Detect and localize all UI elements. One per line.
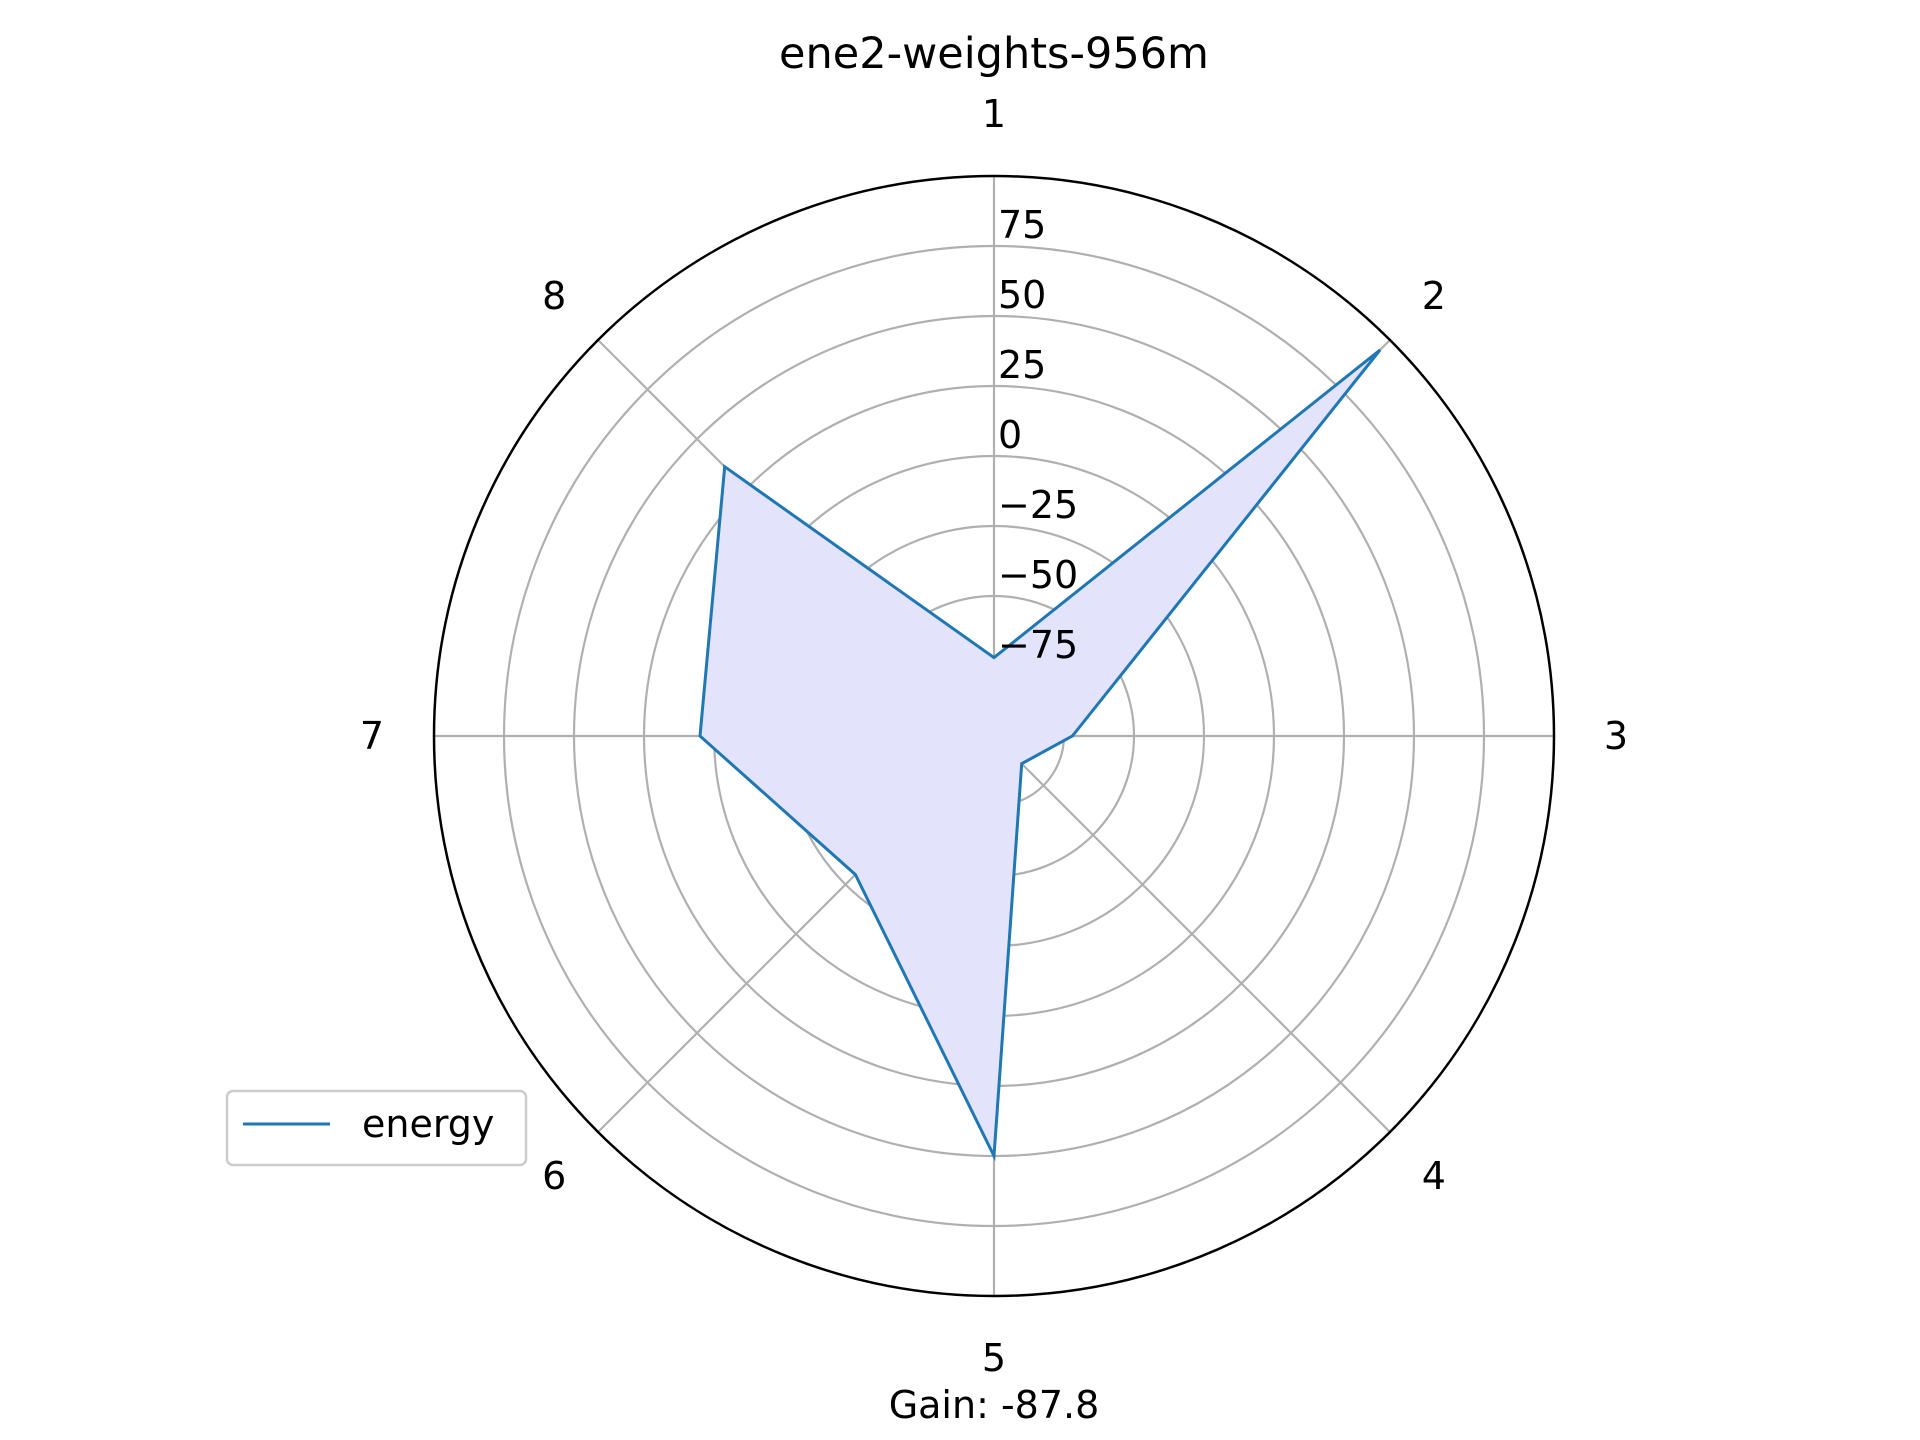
category-labels: 1 2 3 4 5 6 7 8 — [360, 92, 1628, 1380]
grid-spoke-4 — [993, 735, 1391, 1133]
radial-tick-labels: −75 −50 −25 0 25 50 75 — [998, 203, 1078, 667]
series-line-energy — [698, 348, 1382, 1162]
category-label-5: 5 — [982, 1336, 1006, 1380]
category-label-3: 3 — [1604, 714, 1628, 758]
radial-tick-label-4: 25 — [998, 343, 1046, 387]
legend-box — [225, 1089, 528, 1167]
chart-title: ene2-weights-956m — [779, 29, 1209, 79]
category-label-7: 7 — [360, 714, 384, 758]
radial-tick-label-6: 75 — [998, 203, 1046, 247]
series-layer — [698, 348, 1382, 1162]
category-label-6: 6 — [542, 1154, 566, 1198]
category-label-1: 1 — [982, 92, 1006, 136]
category-label-8: 8 — [542, 274, 566, 318]
gain-caption: Gain: -87.8 — [889, 1383, 1100, 1427]
category-label-4: 4 — [1422, 1154, 1446, 1198]
outer-frame-circle — [432, 174, 1556, 1298]
legend: energy — [225, 1089, 528, 1167]
radial-tick-label-0: −75 — [998, 623, 1078, 667]
radial-tick-label-1: −50 — [998, 553, 1078, 597]
legend-label-energy: energy — [362, 1102, 494, 1146]
radial-tick-label-3: 0 — [998, 413, 1022, 457]
category-label-2: 2 — [1422, 274, 1446, 318]
radial-tick-label-2: −25 — [998, 483, 1078, 527]
radial-tick-label-5: 50 — [998, 273, 1046, 317]
